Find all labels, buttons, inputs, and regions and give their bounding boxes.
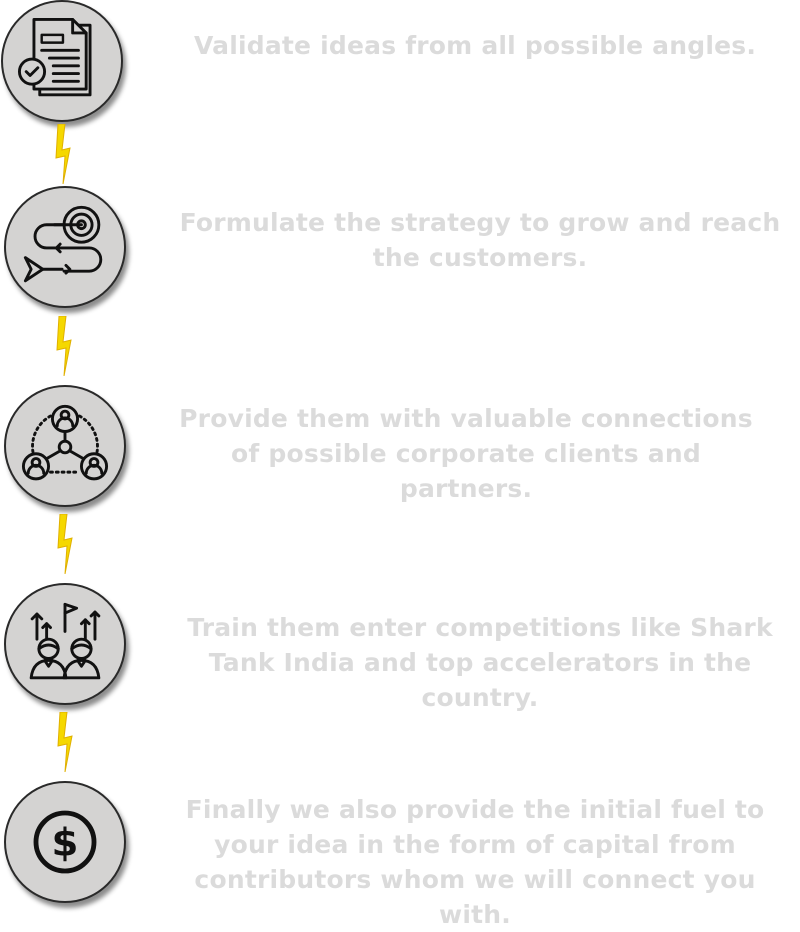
dollar-coin-icon: $ <box>33 810 97 874</box>
step-5-icon-circle: $ <box>4 781 126 903</box>
network-connections-icon <box>21 404 109 481</box>
step-3-text: Provide them with valuable connections o… <box>179 404 753 503</box>
step-3-icon-circle <box>4 385 126 507</box>
document-check-icon <box>17 17 92 97</box>
step-4-text: Train them enter competitions like Shark… <box>187 613 773 712</box>
step-2-text: Formulate the strategy to grow and reach… <box>179 208 781 272</box>
step-5-text: Finally we also provide the initial fuel… <box>185 795 765 929</box>
lightning-bolt-icon <box>57 712 73 772</box>
svg-text:$: $ <box>52 821 79 866</box>
step-2-icon-circle <box>4 186 126 308</box>
lightning-bolt-icon <box>57 514 73 574</box>
lightning-bolt-icon <box>56 316 72 376</box>
step-4-icon-circle <box>4 583 126 705</box>
strategy-target-icon <box>23 205 103 283</box>
team-flag-growth-icon <box>29 602 101 680</box>
lightning-bolt-icon <box>55 124 71 184</box>
step-1-icon-circle <box>1 0 123 122</box>
step-1-text: Validate ideas from all possible angles. <box>193 31 757 60</box>
